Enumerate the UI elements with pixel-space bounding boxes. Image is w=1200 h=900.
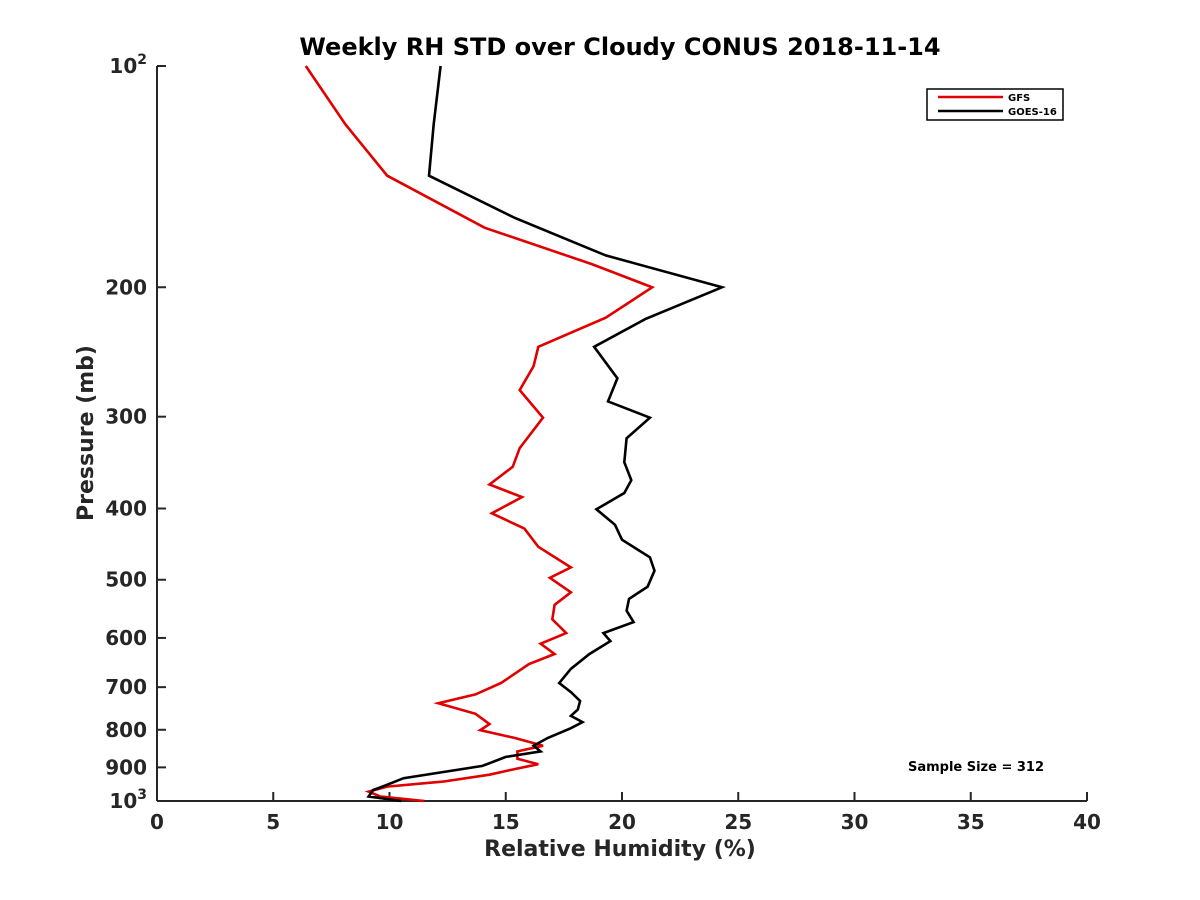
y-tick-label: 900 [105, 755, 147, 779]
x-tick-label: 5 [266, 810, 280, 834]
x-tick-label: 35 [957, 810, 985, 834]
sample-size-annotation: Sample Size = 312 [908, 760, 1044, 775]
series-layer [304, 65, 726, 803]
x-tick-label: 15 [492, 810, 520, 834]
legend-box [926, 88, 1064, 121]
y-tick-label: 700 [105, 675, 147, 699]
y-tick-label: 400 [105, 497, 147, 521]
y-tick-label: 800 [105, 718, 147, 742]
x-tick-label: 40 [1073, 810, 1101, 834]
legend-label-goes16: GOES-16 [1008, 107, 1057, 118]
x-tick-label: 10 [376, 810, 404, 834]
y-tick-label: 103 [109, 787, 147, 813]
y-tick-label: 600 [105, 626, 147, 650]
chart-title: Weekly RH STD over Cloudy CONUS 2018-11-… [299, 33, 940, 61]
x-tick-label: 20 [608, 810, 636, 834]
y-tick-label: 102 [109, 52, 147, 78]
y-axis-title: Pressure (mb) [74, 345, 99, 521]
series-line-goes-16 [366, 65, 726, 803]
x-axis-title: Relative Humidity (%) [484, 837, 756, 862]
legend-label-gfs: GFS [1008, 93, 1030, 104]
x-tick-label: 25 [724, 810, 752, 834]
x-tick-label: 0 [150, 810, 164, 834]
plot-axes [156, 66, 1087, 802]
axis-ticks: 0 5 10 15 20 25 30 35 40 102 200 300 400 500 600 700 800… [105, 52, 1101, 834]
legend: GFS GOES-16 [926, 88, 1064, 121]
y-tick-label: 300 [105, 405, 147, 429]
y-tick-label: 200 [105, 275, 147, 299]
series-line-gfs [304, 65, 656, 803]
x-tick-label: 30 [841, 810, 869, 834]
y-tick-label: 500 [105, 568, 147, 592]
